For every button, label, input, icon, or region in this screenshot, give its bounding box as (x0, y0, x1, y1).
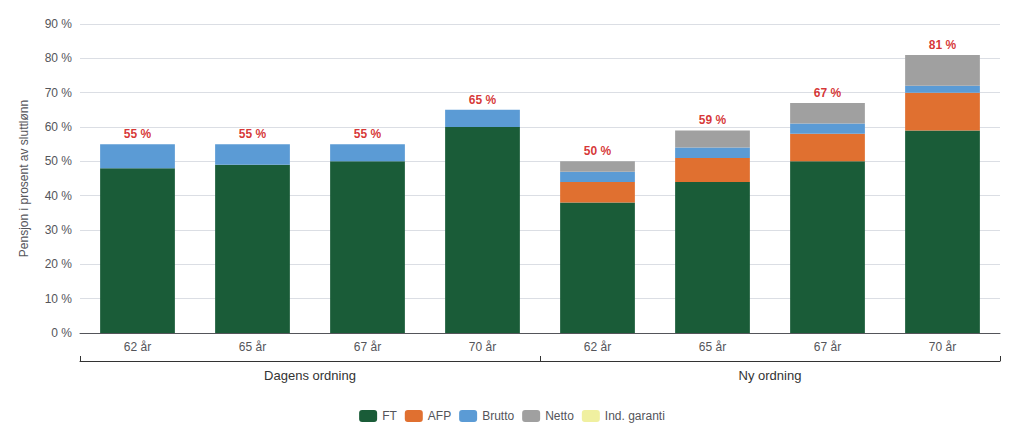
svg-text:Pensjon i prosent av sluttlønn: Pensjon i prosent av sluttlønn (17, 100, 31, 257)
svg-text:70 %: 70 % (45, 86, 73, 100)
svg-text:0 %: 0 % (51, 326, 72, 340)
svg-text:20 %: 20 % (45, 257, 73, 271)
svg-text:Ny ordning: Ny ordning (739, 368, 802, 383)
svg-text:50 %: 50 % (45, 154, 73, 168)
svg-text:55 %: 55 % (354, 127, 382, 141)
svg-text:55 %: 55 % (124, 127, 152, 141)
svg-text:59 %: 59 % (699, 113, 727, 127)
svg-text:67 %: 67 % (814, 86, 842, 100)
svg-text:67 år: 67 år (354, 340, 381, 354)
svg-text:65 år: 65 år (699, 340, 726, 354)
svg-text:80 %: 80 % (45, 51, 73, 65)
svg-text:65 %: 65 % (469, 93, 497, 107)
svg-text:55 %: 55 % (239, 127, 267, 141)
svg-text:81 %: 81 % (929, 38, 957, 52)
svg-text:Ind. garanti: Ind. garanti (605, 409, 665, 423)
svg-text:62 år: 62 år (584, 340, 611, 354)
svg-text:Brutto: Brutto (482, 409, 514, 423)
svg-text:60 %: 60 % (45, 120, 73, 134)
svg-text:70 år: 70 år (929, 340, 956, 354)
svg-text:10 %: 10 % (45, 292, 73, 306)
svg-text:Netto: Netto (545, 409, 574, 423)
svg-text:40 %: 40 % (45, 189, 73, 203)
svg-text:FT: FT (382, 409, 397, 423)
svg-text:AFP: AFP (428, 409, 451, 423)
svg-text:70 år: 70 år (469, 340, 496, 354)
svg-text:Dagens ordning: Dagens ordning (264, 368, 356, 383)
svg-text:30 %: 30 % (45, 223, 73, 237)
svg-text:65 år: 65 år (239, 340, 266, 354)
svg-text:90 %: 90 % (45, 17, 73, 31)
svg-text:62 år: 62 år (124, 340, 151, 354)
svg-text:67 år: 67 år (814, 340, 841, 354)
svg-text:50 %: 50 % (584, 144, 612, 158)
